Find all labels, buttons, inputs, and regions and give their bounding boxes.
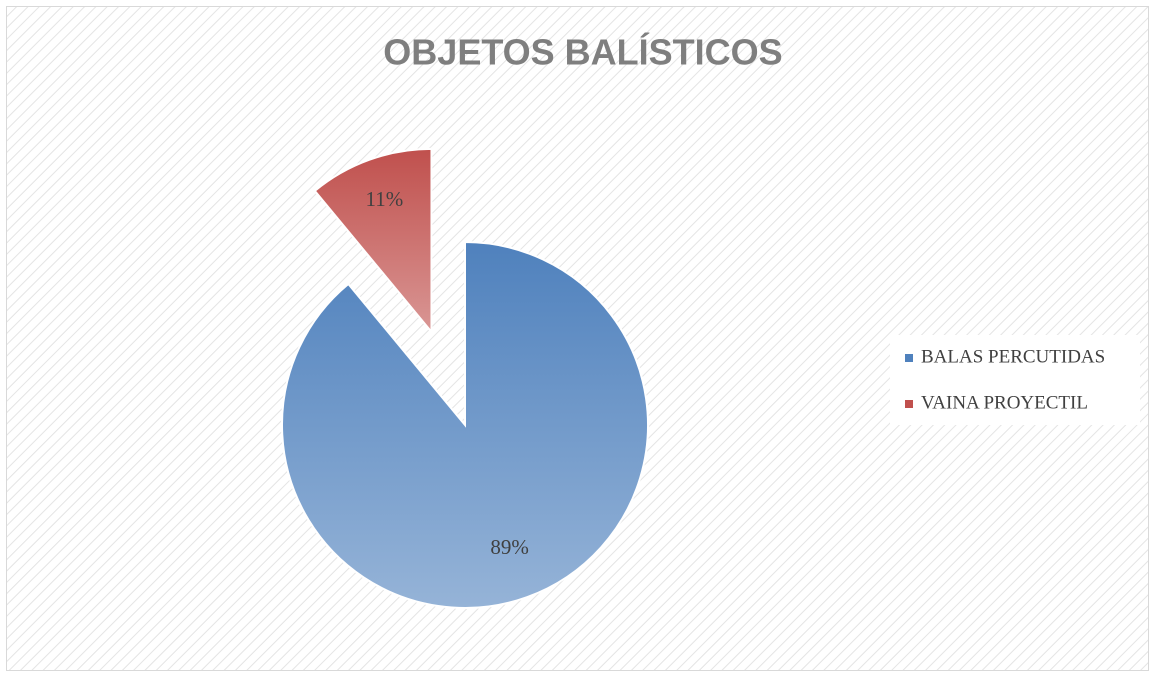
- legend-box: [890, 335, 1140, 425]
- legend-label: VAINA PROYECTIL: [921, 392, 1088, 413]
- slice: [281, 240, 649, 609]
- legend-swatch: [905, 354, 913, 362]
- legend-swatch: [905, 400, 913, 408]
- data-label: 11%: [365, 187, 403, 211]
- data-label: 89%: [490, 535, 529, 559]
- slice: [313, 147, 433, 335]
- chart-title: OBJETOS BALÍSTICOS: [383, 32, 782, 73]
- legend-label: BALAS PERCUTIDAS: [921, 346, 1105, 367]
